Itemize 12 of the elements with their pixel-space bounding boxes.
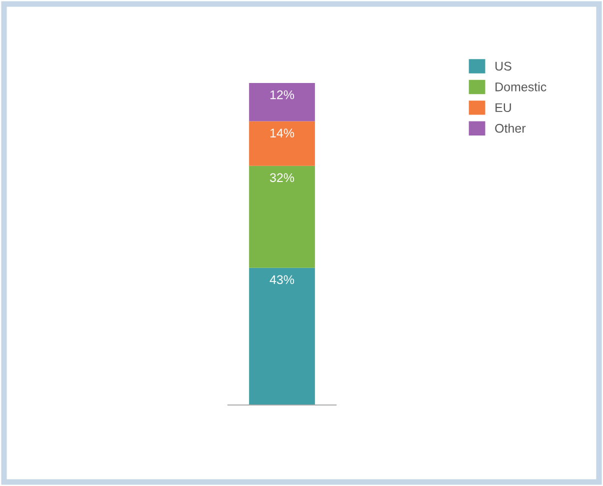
data-label: 12%	[270, 90, 294, 100]
data-label: 14%	[270, 128, 294, 138]
bar	[249, 83, 315, 122]
bar	[249, 268, 315, 405]
legend-label: EU	[496, 103, 511, 112]
bar	[249, 121, 315, 166]
bar	[249, 166, 315, 268]
data-label: 32%	[270, 173, 294, 182]
legend-label: Domestic	[496, 82, 546, 92]
legend-label: Other	[495, 124, 526, 133]
data-label: 43%	[270, 275, 294, 284]
legend-label: US	[495, 62, 512, 71]
